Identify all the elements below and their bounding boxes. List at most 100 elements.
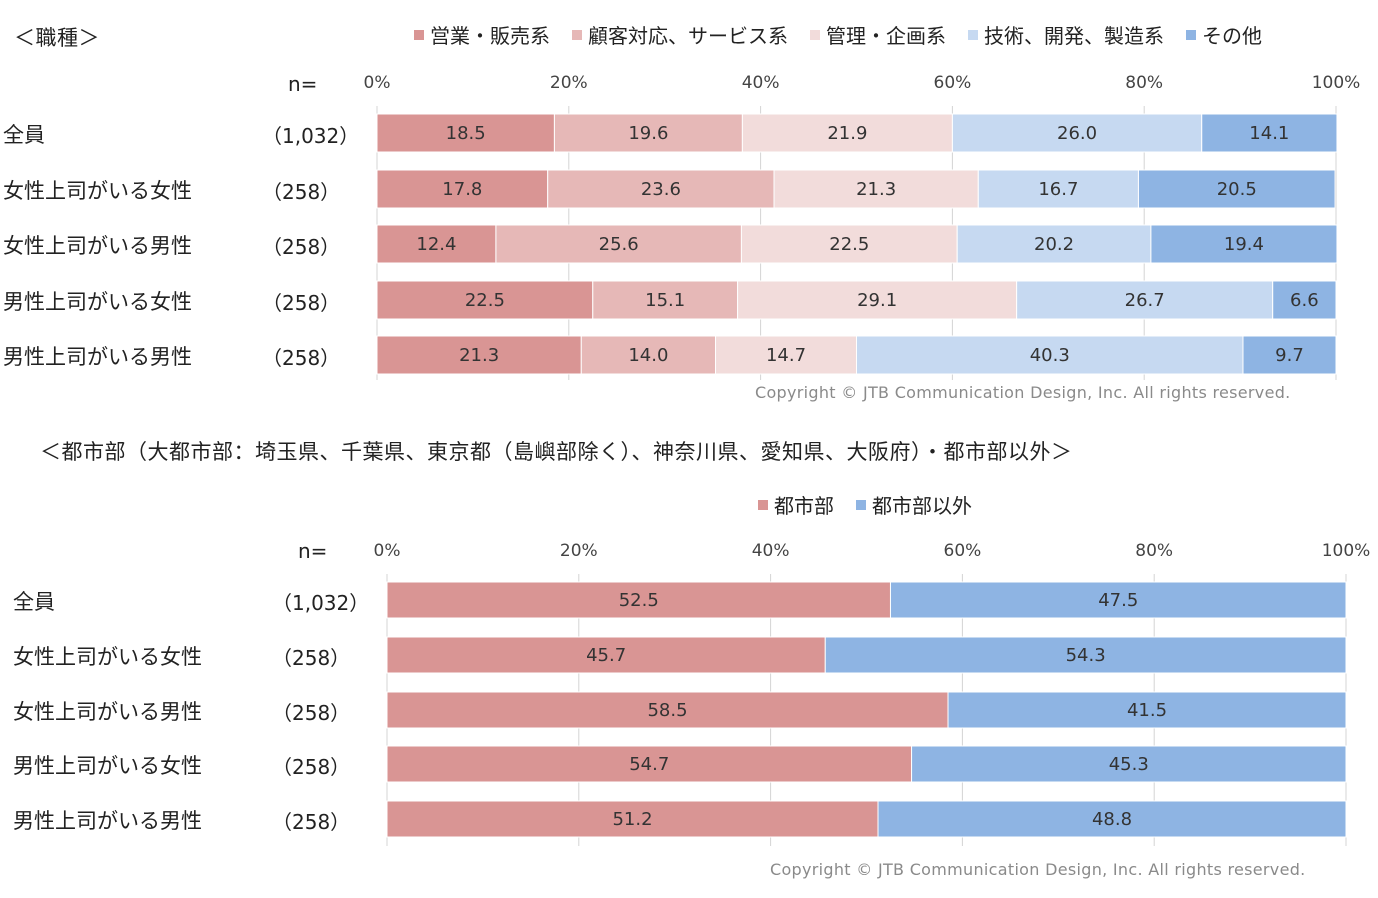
bar-segment bbox=[741, 113, 953, 153]
data-label: 15.1 bbox=[645, 290, 685, 311]
bar-segment bbox=[386, 581, 891, 619]
data-label: 48.8 bbox=[1092, 809, 1132, 830]
row-label: 男性上司がいる女性 bbox=[3, 290, 192, 314]
bar-segment bbox=[495, 224, 742, 264]
sample-size-label: （258） bbox=[272, 646, 351, 670]
x-tick-label: 100% bbox=[1322, 541, 1371, 561]
x-tick-label: 60% bbox=[934, 73, 972, 93]
bar-segment bbox=[889, 581, 1347, 619]
x-tick-label: 80% bbox=[1125, 73, 1163, 93]
x-tick-label: 100% bbox=[1312, 73, 1361, 93]
data-label: 21.3 bbox=[459, 345, 499, 366]
x-tick-label: 20% bbox=[550, 73, 588, 93]
bar-segment bbox=[376, 113, 555, 153]
data-label: 17.8 bbox=[442, 179, 482, 200]
legend-label: 都市部 bbox=[774, 494, 834, 518]
data-label: 20.5 bbox=[1217, 179, 1257, 200]
bar-segment bbox=[1242, 335, 1337, 375]
data-label: 40.3 bbox=[1030, 345, 1070, 366]
data-label: 54.7 bbox=[629, 754, 669, 775]
bar-segment bbox=[947, 691, 1347, 729]
legend-swatch bbox=[414, 29, 424, 40]
row-label: 全員 bbox=[13, 590, 55, 614]
data-label: 14.0 bbox=[628, 345, 668, 366]
bar-segment bbox=[956, 224, 1152, 264]
legend-swatch bbox=[572, 29, 582, 40]
legend-swatch bbox=[810, 29, 820, 40]
data-label: 12.4 bbox=[416, 234, 456, 255]
data-label: 9.7 bbox=[1275, 345, 1304, 366]
x-tick-label: 40% bbox=[752, 541, 790, 561]
bar-segment bbox=[386, 636, 826, 674]
sample-size-label: （258） bbox=[272, 755, 351, 779]
legend-item: 都市部 bbox=[758, 490, 834, 519]
urban-chart: ＜都市部（大都市部：埼玉県、千葉県、東京都（島嶼部除く）、神奈川県、愛知県、大阪… bbox=[0, 430, 1378, 895]
bar-segment bbox=[1016, 280, 1274, 320]
bar-segment bbox=[951, 113, 1203, 153]
sample-size-label: （258） bbox=[262, 180, 341, 204]
data-label: 20.2 bbox=[1034, 234, 1074, 255]
data-label: 23.6 bbox=[641, 179, 681, 200]
legend: 都市部 都市部以外 bbox=[758, 490, 972, 519]
data-label: 45.7 bbox=[586, 645, 626, 666]
chart-title: ＜職種＞ bbox=[14, 26, 100, 50]
data-label: 19.4 bbox=[1224, 234, 1264, 255]
copyright: Copyright © JTB Communication Design, In… bbox=[755, 383, 1291, 402]
data-label: 54.3 bbox=[1066, 645, 1106, 666]
plot-area: 0% 20% 40% 60% 80% 100% 52.5 47.5 45.7 54.3 58.5 41… bbox=[374, 541, 1371, 846]
bar-segment bbox=[1201, 113, 1338, 153]
bar-segment bbox=[911, 745, 1347, 783]
occupation-chart: ＜職種＞ 営業・販売系 顧客対応、サービス系 管理・企画系 技術、開発、製造系 その他 … bbox=[0, 0, 1378, 420]
bar-segment bbox=[977, 169, 1139, 209]
data-label: 45.3 bbox=[1109, 754, 1149, 775]
bar-segment bbox=[1150, 224, 1338, 264]
legend-label: 技術、開発、製造系 bbox=[984, 24, 1164, 48]
legend-item: 営業・販売系 bbox=[414, 20, 550, 49]
legend-label: 都市部以外 bbox=[872, 494, 972, 518]
sample-size-label: （258） bbox=[262, 346, 341, 370]
data-label: 21.9 bbox=[827, 123, 867, 144]
legend-item: その他 bbox=[1186, 20, 1262, 49]
sample-size-label: （1,032） bbox=[272, 591, 370, 615]
bar-segment bbox=[740, 224, 958, 264]
data-label: 41.5 bbox=[1127, 700, 1167, 721]
bar-segment bbox=[1272, 280, 1337, 320]
x-tick-label: 0% bbox=[374, 541, 401, 561]
legend-item: 管理・企画系 bbox=[810, 20, 946, 49]
legend-swatch bbox=[758, 499, 768, 510]
legend-item: 都市部以外 bbox=[856, 490, 972, 519]
bar-segment bbox=[877, 800, 1347, 838]
legend-label: 営業・販売系 bbox=[430, 24, 550, 48]
x-tick-label: 60% bbox=[944, 541, 982, 561]
bar-segment bbox=[386, 745, 913, 783]
data-label: 26.0 bbox=[1057, 123, 1097, 144]
data-label: 47.5 bbox=[1098, 590, 1138, 611]
legend-item: 顧客対応、サービス系 bbox=[572, 20, 788, 49]
row-label: 男性上司がいる男性 bbox=[13, 809, 202, 833]
bar-segment bbox=[856, 335, 1244, 375]
data-label: 16.7 bbox=[1038, 179, 1078, 200]
row-label: 女性上司がいる男性 bbox=[13, 700, 202, 724]
bar-segment bbox=[376, 280, 594, 320]
bar-segment bbox=[773, 169, 979, 209]
n-header: n= bbox=[298, 539, 328, 563]
legend-label: その他 bbox=[1202, 24, 1262, 48]
row-label: 女性上司がいる女性 bbox=[13, 645, 202, 669]
sample-size-label: （1,032） bbox=[262, 124, 360, 148]
row-label: 女性上司がいる男性 bbox=[3, 234, 192, 258]
data-label: 22.5 bbox=[465, 290, 505, 311]
legend-label: 管理・企画系 bbox=[826, 24, 946, 48]
bar-segment bbox=[376, 169, 549, 209]
data-label: 6.6 bbox=[1290, 290, 1319, 311]
legend: 営業・販売系 顧客対応、サービス系 管理・企画系 技術、開発、製造系 その他 bbox=[414, 20, 1262, 49]
copyright: Copyright © JTB Communication Design, In… bbox=[770, 860, 1306, 879]
legend-label: 顧客対応、サービス系 bbox=[588, 24, 788, 48]
row-label: 女性上司がいる女性 bbox=[3, 179, 192, 203]
data-label: 25.6 bbox=[599, 234, 639, 255]
bar-segment bbox=[737, 280, 1018, 320]
n-header: n= bbox=[288, 72, 318, 96]
data-label: 29.1 bbox=[857, 290, 897, 311]
x-tick-label: 0% bbox=[364, 73, 391, 93]
data-label: 21.3 bbox=[856, 179, 896, 200]
bar-segment bbox=[715, 335, 857, 375]
